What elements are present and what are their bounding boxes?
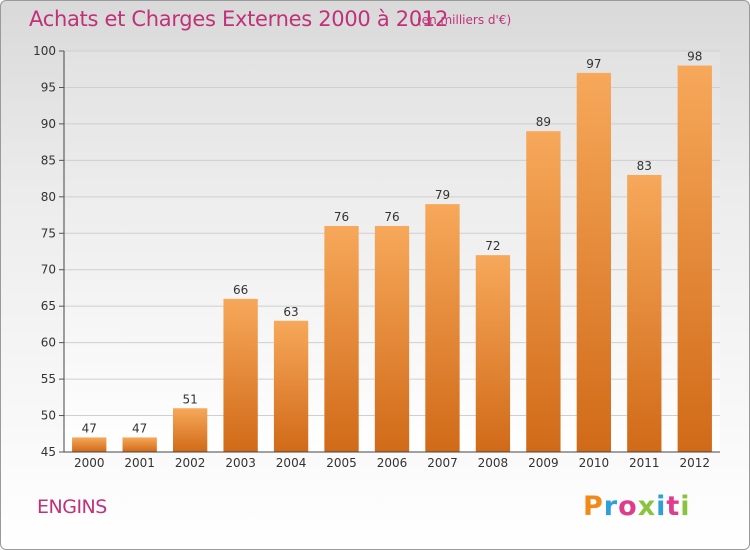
y-tick-label: 60 <box>41 336 56 350</box>
logo-letter: i <box>680 491 691 522</box>
bar <box>172 408 208 452</box>
bar-value-label: 83 <box>637 159 652 173</box>
bar-value-label: 47 <box>132 421 147 435</box>
y-tick-label: 50 <box>41 409 56 423</box>
x-tick-label: 2000 <box>74 456 105 470</box>
x-tick-label: 2004 <box>276 456 307 470</box>
bar <box>526 131 561 452</box>
y-tick-label: 75 <box>41 226 56 240</box>
logo-letter: x <box>637 491 657 522</box>
proxiti-logo[interactable]: Proxiti <box>583 491 691 522</box>
logo-letter: P <box>583 491 604 522</box>
bar <box>223 298 258 452</box>
bar-value-label: 72 <box>485 239 500 253</box>
bar-value-label: 76 <box>334 210 349 224</box>
y-tick-label: 85 <box>41 153 56 167</box>
bar-value-label: 79 <box>435 188 450 202</box>
bars-group <box>72 65 712 453</box>
bar-value-label: 51 <box>183 392 198 406</box>
y-tick-label: 100 <box>33 44 56 58</box>
commune-name: ENGINS <box>37 496 107 518</box>
y-tick-label: 95 <box>41 80 56 94</box>
y-tick-label: 70 <box>41 263 56 277</box>
chart-title: Achats et Charges Externes 2000 à 2012 <box>29 7 449 31</box>
bar <box>627 174 662 453</box>
x-tick-label: 2009 <box>528 456 559 470</box>
bar-value-label: 98 <box>687 50 702 64</box>
bar <box>72 437 107 452</box>
value-labels-group: 47 47 51 66 63 76 76 79 72 89 97 83 98 <box>82 50 703 436</box>
logo-letter: t <box>666 491 681 522</box>
bar <box>122 437 157 452</box>
y-tick-label: 55 <box>41 372 56 386</box>
x-tick-label: 2008 <box>478 456 509 470</box>
bar <box>677 65 712 452</box>
bar-value-label: 89 <box>536 115 551 129</box>
x-tick-label: 2012 <box>679 456 710 470</box>
y-tick-label: 45 <box>41 445 56 459</box>
x-tick-label: 2006 <box>377 456 408 470</box>
axes-group <box>63 51 720 453</box>
logo-letter: i <box>656 491 667 522</box>
bar <box>425 204 460 452</box>
x-tick-label: 2005 <box>326 456 357 470</box>
x-tick-label: 2001 <box>124 456 155 470</box>
bar <box>324 225 359 452</box>
bar-value-label: 76 <box>384 210 399 224</box>
x-tick-label: 2002 <box>175 456 206 470</box>
x-tick-labels: 2000 2001 2002 2003 2004 2005 2006 2007 2008 2009… <box>74 456 710 470</box>
bar-value-label: 97 <box>586 57 601 71</box>
x-tick-label: 2003 <box>225 456 256 470</box>
y-tick-label: 65 <box>41 299 56 313</box>
y-tick-label: 90 <box>41 117 56 131</box>
logo-letter: r <box>603 491 619 522</box>
bar <box>374 225 410 452</box>
bar <box>273 320 309 452</box>
y-tick-label: 80 <box>41 190 56 204</box>
y-tick-labels: 45 50 55 60 65 70 75 80 85 90 95 100 <box>33 44 64 459</box>
bar-value-label: 63 <box>283 305 298 319</box>
bar-value-label: 47 <box>82 421 97 435</box>
x-tick-label: 2011 <box>629 456 660 470</box>
x-tick-label: 2010 <box>579 456 610 470</box>
bar <box>475 255 511 452</box>
logo-letter: o <box>618 491 638 522</box>
x-tick-label: 2007 <box>427 456 458 470</box>
bar-value-label: 66 <box>233 283 248 297</box>
chart-subtitle: (en milliers d'€) <box>417 13 512 27</box>
bar <box>576 72 612 452</box>
